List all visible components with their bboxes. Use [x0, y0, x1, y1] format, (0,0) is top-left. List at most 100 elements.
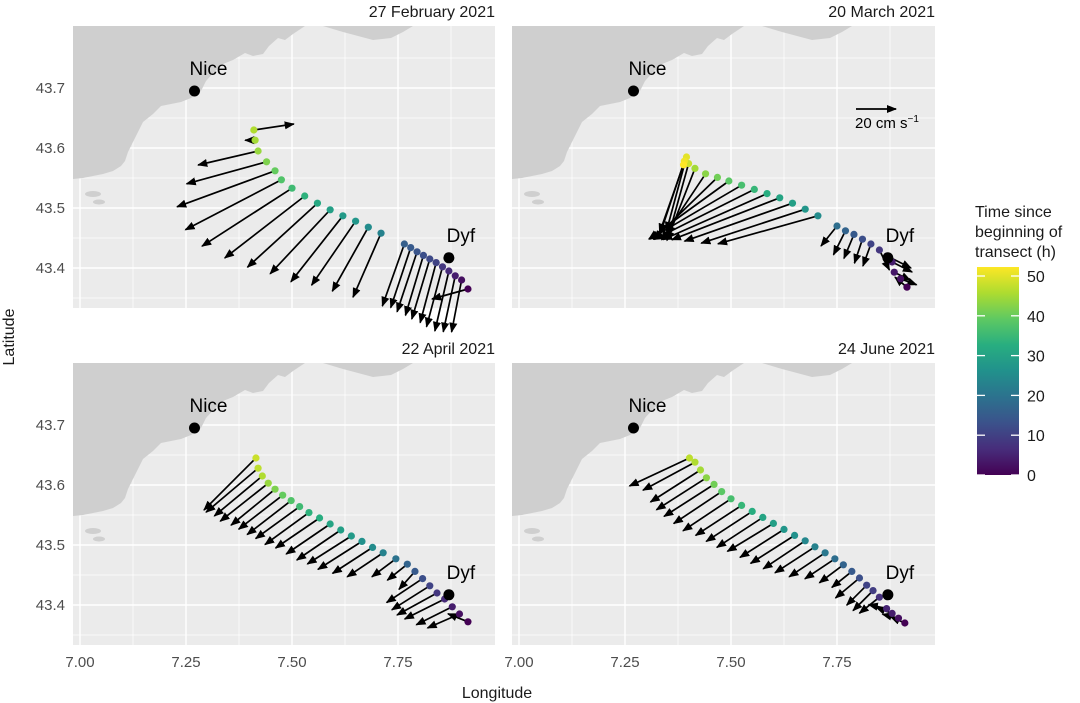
velocity-arrow [762, 540, 806, 570]
transect-points [252, 454, 472, 626]
transect-point [432, 259, 440, 267]
transect-point [403, 560, 411, 568]
transect-point [875, 593, 884, 601]
velocity-arrow [264, 511, 310, 546]
velocity-arrow [285, 523, 331, 555]
panel-mar: 20 March 2021 Nice Dyf [512, 4, 935, 308]
land-mass [762, 363, 852, 377]
transect-point [696, 466, 705, 474]
velocity-arrow [317, 540, 363, 571]
velocity-arrow [352, 232, 382, 299]
transect-point [326, 206, 334, 214]
velocity-arrow [852, 589, 874, 612]
transect-point [855, 574, 864, 582]
coastline [512, 363, 852, 542]
transect-point [691, 458, 699, 466]
transect-point [455, 610, 464, 618]
transect-point [890, 268, 898, 276]
transect-point [821, 549, 829, 557]
site-marker [443, 589, 455, 601]
velocity-arrow [672, 490, 723, 525]
velocity-arrow [403, 598, 446, 620]
site-marker [627, 422, 639, 434]
velocity-arrow [246, 499, 292, 536]
transect-point [326, 520, 334, 528]
legend-title-line-2: beginning of [975, 224, 1063, 241]
velocity-arrow [410, 258, 431, 320]
velocity-arrow [655, 477, 707, 511]
site-marker [882, 589, 894, 601]
transect-point [769, 519, 778, 528]
site-marker [443, 252, 455, 264]
transect-point [288, 184, 296, 192]
transect-point [271, 485, 279, 493]
velocity-arrow [274, 517, 321, 549]
velocity-arrow [346, 552, 384, 578]
site-marker [188, 422, 200, 434]
transect-point [702, 474, 711, 482]
transect-point [419, 251, 428, 259]
panel-title: 27 February 2021 [369, 4, 495, 21]
site-marker [882, 252, 894, 264]
velocity-arrow [449, 279, 463, 334]
velocity-arrow [705, 510, 753, 543]
velocity-arrow [726, 522, 774, 553]
transect-point [763, 190, 771, 198]
velocity-arrows [628, 457, 906, 625]
x-tick-label: 7.50 [277, 654, 306, 671]
velocity-arrow [415, 606, 453, 626]
transect-point [464, 285, 472, 293]
transect-point [867, 240, 875, 248]
transect-point [776, 194, 784, 202]
transect-point [426, 582, 434, 590]
velocity-arrow [715, 516, 764, 549]
velocity-arrows [203, 457, 469, 629]
transect-point [833, 222, 841, 230]
x-tick-label: 7.75 [383, 654, 412, 671]
island [532, 199, 544, 205]
transect-point [791, 531, 799, 540]
colorbar-legend: Time since beginning of transect (h) 50 4… [975, 204, 1063, 485]
transect-point [801, 537, 809, 545]
velocity-arrow [774, 546, 816, 574]
y-tick-label: 43.5 [36, 537, 65, 554]
velocity-arrow [398, 570, 416, 591]
transect-point [839, 561, 847, 569]
transect-point [358, 537, 366, 546]
site-marker [627, 85, 639, 97]
velocity-arrow [853, 238, 864, 265]
y-tick-label: 43.6 [36, 477, 65, 494]
panel-title: 20 March 2021 [828, 4, 935, 21]
transect-point [850, 230, 858, 238]
transect-point [788, 199, 797, 207]
panel-jun: 24 June 2021 7.00 7.25 7.50 7.75 Nice Dyf [504, 341, 935, 671]
land-mass [73, 26, 305, 179]
velocity-arrows [176, 121, 469, 334]
transect-point [727, 495, 735, 503]
coastline [73, 363, 413, 542]
transect-point [710, 480, 718, 488]
panel-title: 24 June 2021 [838, 341, 935, 358]
x-tick-label: 7.75 [822, 654, 851, 671]
transect-point [377, 229, 385, 237]
site-label: Nice [628, 59, 666, 80]
transect-point [883, 605, 891, 613]
velocity-arrow [201, 187, 293, 247]
velocity-arrow [386, 563, 408, 581]
transect-point [313, 199, 322, 207]
land-mass [73, 363, 305, 516]
transect-point [780, 525, 788, 534]
colorbar-tick-label: 10 [1027, 428, 1045, 445]
transect-point [738, 181, 746, 189]
y-tick-label: 43.4 [36, 597, 65, 614]
velocity-arrow [858, 596, 880, 614]
colorbar-tick-label: 20 [1027, 388, 1045, 405]
velocity-arrow [185, 160, 267, 186]
colorbar-tick-label: 50 [1027, 269, 1045, 286]
site-label: Nice [189, 59, 227, 80]
transect-point [869, 587, 877, 595]
velocity-arrow [390, 585, 431, 611]
transect-point [277, 176, 285, 184]
transect-point [738, 501, 746, 509]
transect-point [352, 217, 360, 225]
